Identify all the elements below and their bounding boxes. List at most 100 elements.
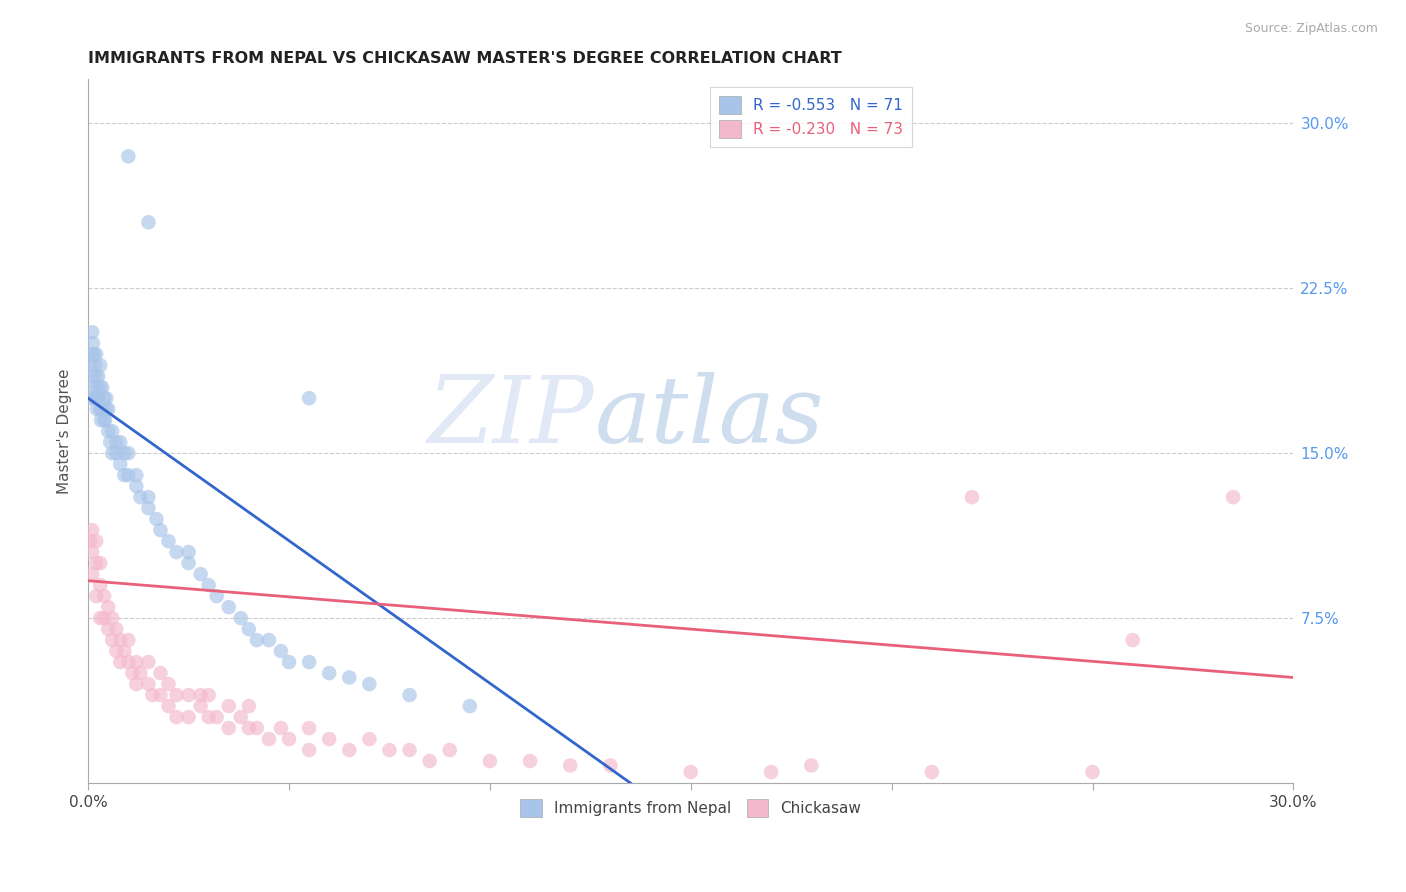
Point (84, 534, 107, 549)
Text: atlas: atlas (595, 372, 824, 462)
Point (166, 710, 188, 724)
Point (105, 644, 128, 658)
Point (101, 633, 124, 648)
Point (218, 600, 240, 615)
Point (82, 545, 104, 559)
Point (82, 567, 104, 582)
Point (112, 468, 135, 483)
Point (125, 468, 148, 483)
Point (257, 732, 280, 747)
Point (298, 721, 321, 735)
Point (125, 677, 148, 691)
Point (125, 655, 148, 669)
Point (398, 688, 420, 702)
Point (1122, 633, 1144, 648)
Point (141, 688, 163, 702)
Point (205, 589, 228, 603)
Point (270, 644, 292, 658)
Point (197, 578, 219, 592)
Point (359, 732, 381, 747)
Point (89, 380, 111, 394)
Point (89, 556, 111, 570)
Point (105, 435, 128, 450)
Point (79, 391, 101, 405)
Point (96, 402, 118, 417)
Point (84, 369, 107, 384)
Point (97, 622, 120, 636)
Point (97, 424, 120, 438)
Point (117, 468, 139, 483)
Point (458, 699, 481, 714)
Point (157, 534, 180, 549)
Point (84, 391, 107, 405)
Point (218, 721, 240, 735)
Point (478, 754, 501, 768)
Point (83, 380, 105, 394)
Point (117, 655, 139, 669)
Point (82, 369, 104, 384)
Point (337, 671, 360, 685)
Point (599, 758, 621, 772)
Point (89, 402, 111, 417)
Point (205, 710, 228, 724)
Point (145, 512, 167, 526)
Point (91, 380, 114, 394)
Point (190, 567, 212, 582)
Point (298, 391, 321, 405)
Point (80, 358, 103, 372)
Point (129, 490, 152, 504)
Point (105, 622, 128, 636)
Point (166, 545, 188, 559)
Point (117, 446, 139, 460)
Point (378, 743, 401, 757)
Point (197, 688, 219, 702)
Point (278, 655, 301, 669)
Point (270, 721, 292, 735)
Point (679, 765, 702, 780)
Point (84, 589, 107, 603)
Point (117, 633, 139, 648)
Point (89, 611, 111, 625)
Point (89, 578, 111, 592)
Point (257, 633, 280, 648)
Point (960, 490, 983, 504)
Point (129, 666, 152, 681)
Point (110, 457, 132, 471)
Point (93, 413, 115, 427)
Point (138, 490, 160, 504)
Point (98, 435, 121, 450)
Point (246, 633, 269, 648)
Point (177, 545, 200, 559)
Point (190, 688, 212, 702)
Point (439, 743, 461, 757)
Point (89, 358, 111, 372)
Point (125, 479, 148, 493)
Point (94, 413, 117, 427)
Y-axis label: Master's Degree: Master's Degree (58, 368, 72, 494)
Point (79, 534, 101, 549)
Point (112, 644, 135, 658)
Point (97, 402, 120, 417)
Point (177, 556, 200, 570)
Point (246, 721, 269, 735)
Point (87, 391, 110, 405)
Point (298, 743, 321, 757)
Point (278, 732, 301, 747)
Point (298, 655, 321, 669)
Point (157, 677, 180, 691)
Point (84, 347, 107, 361)
Point (101, 424, 124, 438)
Legend: Immigrants from Nepal, Chickasaw: Immigrants from Nepal, Chickasaw (513, 792, 869, 825)
Point (197, 710, 219, 724)
Point (83, 347, 105, 361)
Point (101, 446, 124, 460)
Point (93, 391, 115, 405)
Point (112, 446, 135, 460)
Point (238, 699, 260, 714)
Point (84, 391, 107, 405)
Point (419, 754, 441, 768)
Point (97, 600, 120, 615)
Point (1081, 765, 1104, 780)
Point (138, 677, 160, 691)
Point (149, 523, 172, 537)
